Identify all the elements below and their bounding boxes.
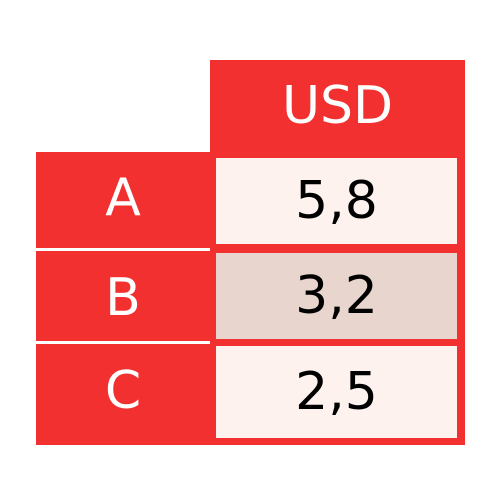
row-label-c: C xyxy=(104,361,142,421)
header-background xyxy=(210,60,465,152)
value-cell-c: 2,5 xyxy=(216,346,457,438)
value-cell-a: 5,8 xyxy=(216,158,457,244)
row-label-a: A xyxy=(105,168,141,228)
column-header-usd: USD xyxy=(281,76,394,136)
value-cell-b: 3,2 xyxy=(216,253,457,339)
row-divider xyxy=(36,248,210,251)
row-divider xyxy=(36,341,210,344)
row-label-b: B xyxy=(105,268,141,328)
